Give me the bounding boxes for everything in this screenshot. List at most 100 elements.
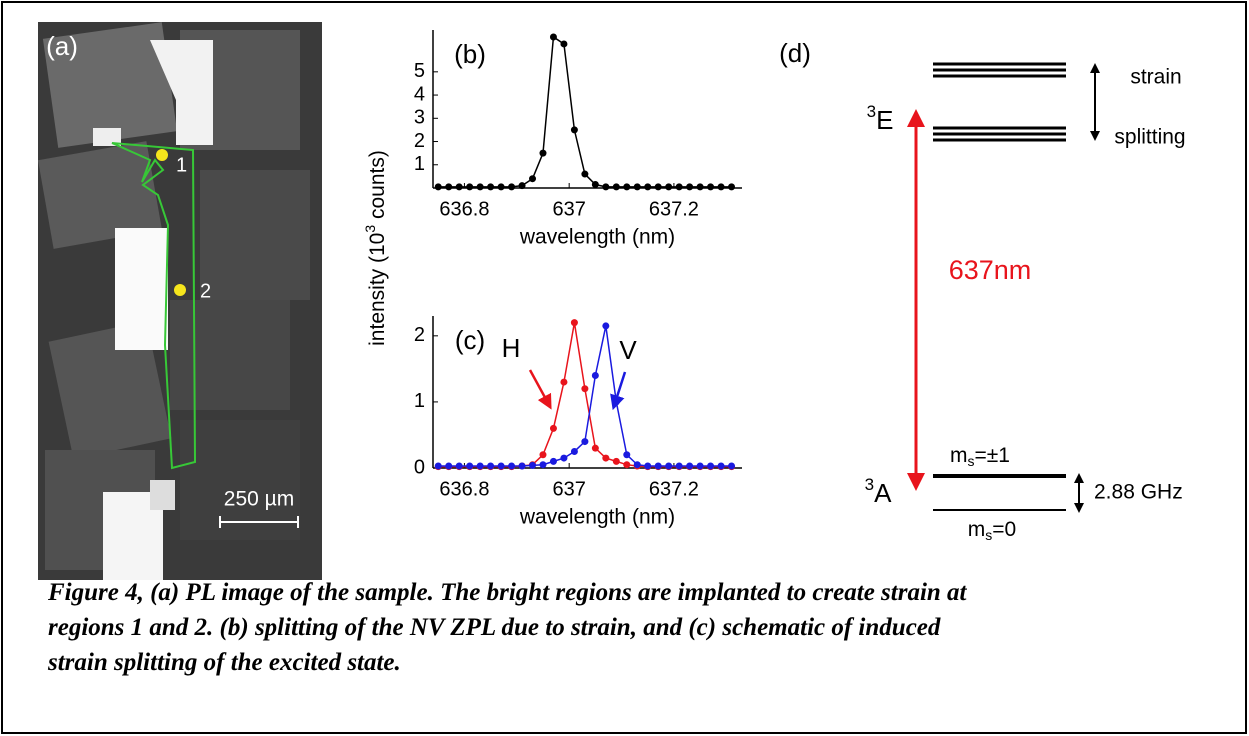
x-tick-label: 637 — [552, 198, 585, 220]
text: s — [968, 453, 975, 469]
pl-image — [38, 22, 322, 580]
text: =0 — [992, 518, 1016, 541]
transition-label: 637nm — [949, 255, 1032, 285]
data-point — [728, 462, 736, 470]
text: m — [968, 518, 986, 541]
text: 3 — [865, 475, 874, 494]
data-point — [717, 462, 725, 470]
data-point — [686, 183, 694, 191]
point-label: 2 — [200, 280, 211, 302]
data-point — [476, 183, 484, 191]
data-point — [591, 181, 599, 189]
data-point — [508, 183, 516, 191]
text: E — [876, 105, 893, 135]
data-point — [434, 183, 442, 191]
strain-label: splitting — [1114, 126, 1185, 149]
text: A — [874, 478, 892, 508]
y-tick-label: 5 — [414, 60, 425, 82]
text: m — [950, 444, 968, 467]
data-point — [497, 183, 505, 191]
data-point — [717, 183, 725, 191]
data-point — [633, 461, 641, 469]
data-point — [560, 40, 568, 48]
data-point — [675, 462, 683, 470]
data-point — [466, 462, 474, 470]
data-point — [476, 462, 484, 470]
data-point — [728, 183, 736, 191]
data-point — [654, 183, 662, 191]
text: 3 — [867, 102, 876, 121]
state-label: 3E — [867, 102, 894, 134]
data-point — [529, 461, 537, 469]
data-point — [539, 451, 547, 459]
data-point — [549, 424, 557, 432]
data-point — [549, 33, 557, 41]
data-point — [707, 462, 715, 470]
data-point — [665, 462, 673, 470]
y-tick-label: 2 — [414, 324, 425, 346]
data-point — [539, 149, 547, 157]
x-tick-label: 637.2 — [649, 198, 699, 220]
data-point — [602, 454, 610, 462]
state-label: 3A — [865, 475, 892, 507]
data-point — [529, 175, 537, 183]
data-point — [581, 170, 589, 178]
y-axis-label: intensity (103 counts) — [362, 150, 389, 346]
panel-label: (b) — [454, 39, 486, 69]
caption-line: Figure 4, (a) PL image of the sample. Th… — [47, 579, 968, 606]
data-point — [665, 183, 673, 191]
point-label: 1 — [176, 154, 187, 176]
y-tick-label: 1 — [414, 390, 425, 412]
data-point — [518, 462, 526, 470]
gap-label: 2.88 GHz — [1094, 481, 1183, 504]
data-point — [445, 183, 453, 191]
data-point — [612, 457, 620, 465]
y-tick-label: 3 — [414, 107, 425, 129]
data-point — [591, 444, 599, 452]
y-tick-label: 0 — [414, 456, 425, 478]
x-tick-label: 636.8 — [439, 478, 489, 500]
data-point — [612, 183, 620, 191]
data-point — [581, 438, 589, 446]
data-point — [570, 447, 578, 455]
strain-label: strain — [1130, 66, 1181, 89]
level-label: ms=±1 — [950, 444, 1010, 469]
data-point — [518, 182, 526, 190]
data-point — [549, 457, 557, 465]
data-point — [602, 183, 610, 191]
panel-label: (c) — [455, 325, 485, 355]
data-point — [570, 126, 578, 134]
x-axis-label: wavelength (nm) — [519, 506, 675, 529]
data-point — [623, 461, 631, 469]
level-label: ms=0 — [968, 518, 1016, 543]
data-point — [623, 183, 631, 191]
data-point — [633, 183, 641, 191]
x-tick-label: 637 — [552, 478, 585, 500]
data-point — [623, 451, 631, 459]
caption-line: strain splitting of the excited state. — [47, 649, 401, 676]
energy-levels — [933, 62, 1066, 511]
data-point — [560, 378, 568, 386]
scale-bar-label: 250 µm — [224, 488, 294, 511]
text: s — [985, 527, 992, 543]
y-tick-label: 2 — [414, 130, 425, 152]
data-point — [455, 183, 463, 191]
text: intensity (10 — [366, 233, 389, 346]
data-point — [445, 462, 453, 470]
data-point — [644, 462, 652, 470]
panel-label: (a) — [46, 31, 78, 61]
data-point — [686, 462, 694, 470]
data-point — [487, 183, 495, 191]
data-point — [434, 462, 442, 470]
x-tick-label: 637.2 — [649, 478, 699, 500]
panel-label: (d) — [779, 38, 811, 68]
series-arrow — [528, 369, 552, 410]
series-arrow — [610, 371, 627, 411]
data-point — [707, 183, 715, 191]
data-point — [560, 454, 568, 462]
data-point — [644, 183, 652, 191]
y-tick-label: 4 — [414, 83, 425, 105]
data-point — [654, 462, 662, 470]
